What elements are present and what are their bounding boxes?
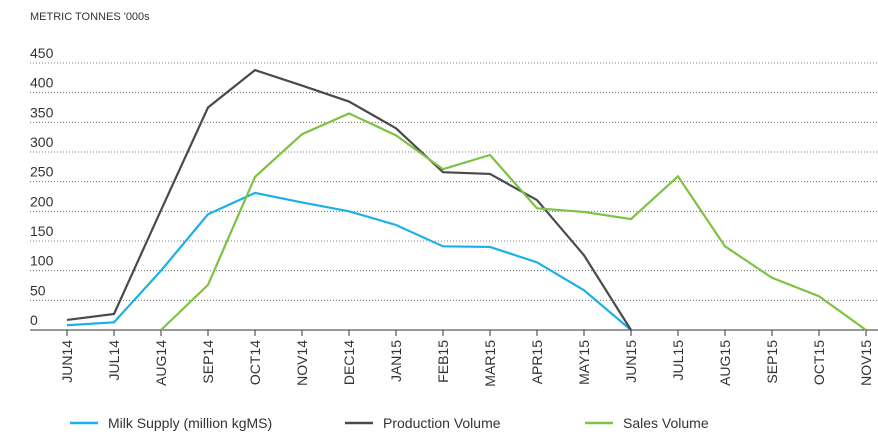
x-tick-label: JUN14 — [59, 340, 75, 383]
x-tick-label: JAN15 — [388, 340, 404, 382]
x-tick-label: JUL14 — [106, 340, 122, 381]
y-tick-label: 100 — [30, 253, 54, 269]
x-tick-label: SEP14 — [200, 340, 216, 384]
y-tick-label: 300 — [30, 134, 54, 150]
y-tick-label: 0 — [30, 312, 38, 328]
series-line — [66, 191, 632, 331]
x-tick-label: MAR15 — [482, 340, 498, 387]
x-tick-label: JUL15 — [670, 340, 686, 381]
x-tick-label: AUG14 — [153, 340, 169, 386]
x-tick-label: DEC14 — [341, 340, 357, 385]
x-tick-label: SEP15 — [764, 340, 780, 384]
y-tick-label: 250 — [30, 164, 54, 180]
x-tick-label: JUN15 — [623, 340, 639, 383]
x-tick-label: NOV15 — [858, 340, 874, 386]
y-tick-label: 450 — [30, 45, 54, 61]
y-tick-label: 200 — [30, 193, 54, 209]
y-tick-label: 150 — [30, 223, 54, 239]
x-tick-label: APR15 — [529, 340, 545, 385]
x-tick-label: NOV14 — [294, 340, 310, 386]
legend-label: Sales Volume — [623, 415, 709, 431]
x-tick-label: OCT14 — [247, 340, 263, 385]
legend-label: Production Volume — [383, 415, 501, 431]
x-tick-label: OCT15 — [811, 340, 827, 385]
y-tick-label: 50 — [30, 282, 46, 298]
chart-title: METRIC TONNES '000s — [30, 11, 150, 23]
x-tick-label: MAY15 — [576, 340, 592, 385]
x-tick-label: FEB15 — [435, 340, 451, 383]
series-line — [66, 68, 632, 331]
legend-label: Milk Supply (million kgMS) — [108, 415, 272, 431]
series-line — [160, 112, 867, 331]
x-tick-label: AUG15 — [717, 340, 733, 386]
y-tick-label: 400 — [30, 75, 54, 91]
y-tick-label: 350 — [30, 104, 54, 120]
